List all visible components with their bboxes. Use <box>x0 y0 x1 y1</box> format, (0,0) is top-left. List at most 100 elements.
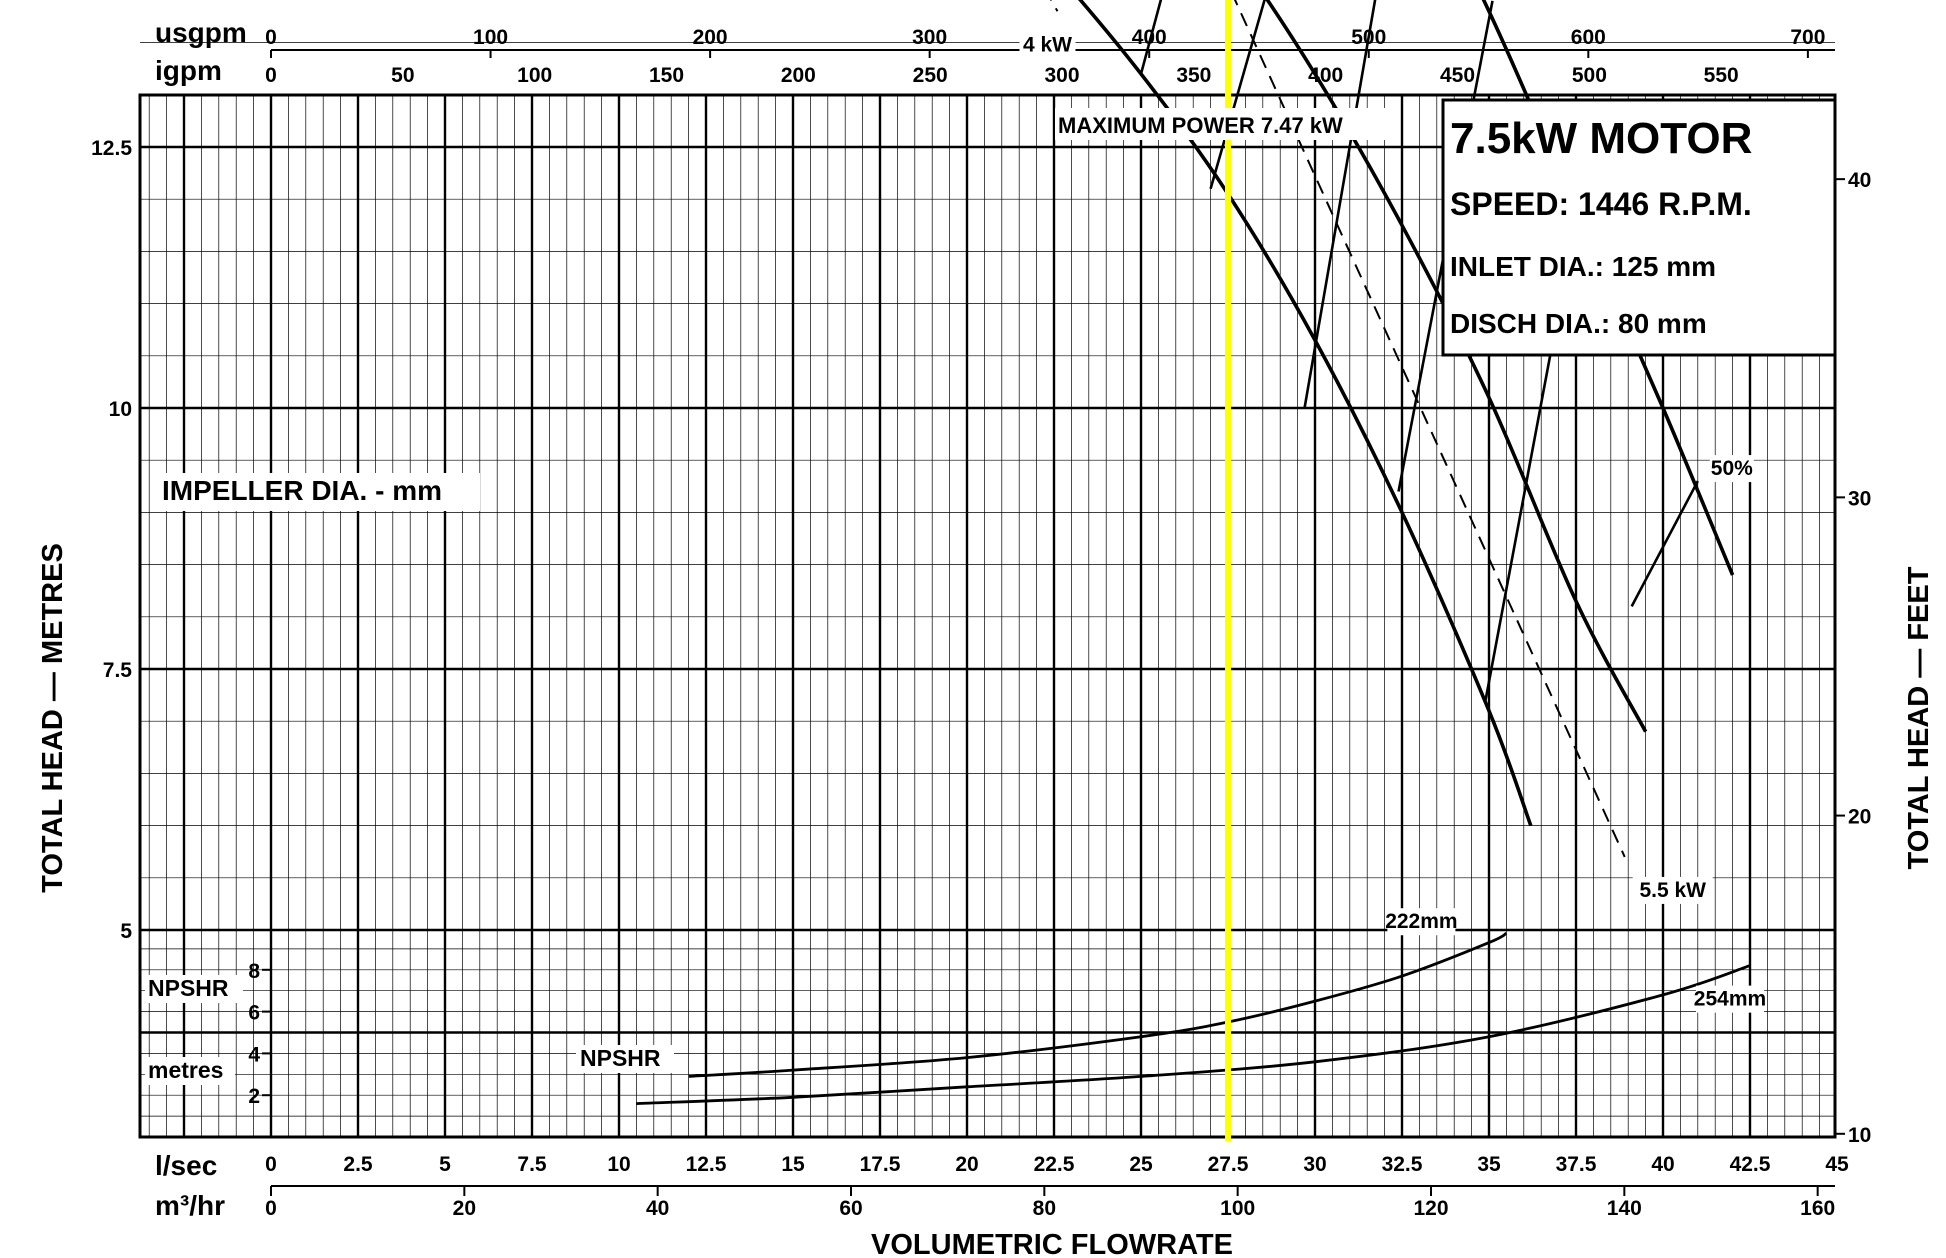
usgpm-tick-label: 0 <box>265 26 277 49</box>
lsec-tick-label: 42.5 <box>1730 1153 1771 1176</box>
lsec-tick-label: 12.5 <box>686 1153 727 1176</box>
m3hr-tick-label: 0 <box>265 1197 277 1220</box>
max-power-label: MAXIMUM POWER 7.47 kW <box>1058 113 1343 138</box>
head-m-tick-label: 5 <box>120 920 132 943</box>
igpm-tick-label: 150 <box>649 64 684 87</box>
lsec-tick-label: 25 <box>1129 1153 1153 1176</box>
npshr-series-label-bg <box>1387 908 1456 936</box>
head-ft-tick-label: 40 <box>1848 169 1871 192</box>
m3hr-unit: m³/hr <box>155 1190 225 1221</box>
lsec-tick-label: 2.5 <box>343 1153 373 1176</box>
info-box: 7.5kW MOTOR SPEED: 1446 R.P.M. INLET DIA… <box>1441 98 1837 357</box>
usgpm-tick-label: 400 <box>1132 26 1167 49</box>
head-ft-tick-label: 30 <box>1848 487 1871 510</box>
usgpm-tick-label: 700 <box>1790 26 1825 49</box>
motor-rating: 7.5kW MOTOR <box>1450 114 1752 163</box>
lsec-tick-label: 27.5 <box>1208 1153 1249 1176</box>
lsec-tick-label: 45 <box>1825 1153 1849 1176</box>
igpm-tick-label: 200 <box>781 64 816 87</box>
lsec-tick-label: 35 <box>1477 1153 1501 1176</box>
lsec-tick-label: 17.5 <box>860 1153 901 1176</box>
max-power-bg <box>1055 108 1390 140</box>
usgpm-unit: usgpm <box>155 17 247 48</box>
igpm-tick-label: 500 <box>1572 64 1607 87</box>
y-axis-title-right: TOTAL HEAD — FEET <box>1903 566 1935 869</box>
igpm-tick-label: 350 <box>1176 64 1211 87</box>
usgpm-tick-label: 600 <box>1571 26 1606 49</box>
usgpm-tick-label: 300 <box>912 26 947 49</box>
efficiency-label: 50% <box>1711 457 1753 480</box>
lsec-tick-label: 37.5 <box>1556 1153 1597 1176</box>
igpm-unit: igpm <box>155 55 222 86</box>
npshr-axis-label-bg <box>145 975 243 1003</box>
head-ft-tick-label: 20 <box>1848 806 1871 829</box>
npshr-unit-bg <box>145 1057 235 1085</box>
npshr-curves <box>636 931 1751 1105</box>
impeller-label-bg <box>158 473 480 511</box>
power-line-label-bg <box>1632 876 1713 904</box>
npshr-tick-label: 2 <box>248 1085 260 1108</box>
head-m-tick-label: 12.5 <box>91 137 132 160</box>
npshr-tick-label: 4 <box>248 1043 260 1066</box>
m3hr-tick-label: 160 <box>1800 1197 1835 1220</box>
discharge-diameter: DISCH DIA.: 80 mm <box>1450 308 1707 339</box>
lsec-tick-label: 7.5 <box>517 1153 547 1176</box>
npshr-tick-label: 6 <box>248 1002 260 1025</box>
impeller-label: IMPELLER DIA. - mm <box>162 475 442 506</box>
igpm-tick-label: 300 <box>1044 64 1079 87</box>
efficiency-line <box>1139 0 1163 75</box>
y-axis-title-left: TOTAL HEAD — METRES <box>37 543 69 893</box>
lsec-tick-label: 10 <box>607 1153 630 1176</box>
npshr-curve <box>636 964 1751 1105</box>
lsec-unit: l/sec <box>155 1150 217 1181</box>
lsec-tick-label: 15 <box>781 1153 805 1176</box>
power-line-label-bg <box>1019 31 1076 59</box>
m3hr-tick-label: 80 <box>1033 1197 1056 1220</box>
lsec-tick-label: 0 <box>265 1153 277 1176</box>
m3hr-tick-label: 40 <box>646 1197 669 1220</box>
usgpm-tick-label: 200 <box>693 26 728 49</box>
igpm-tick-label: 0 <box>265 64 277 87</box>
info-box-frame <box>1441 98 1837 357</box>
npshr-series-label: 222mm <box>1385 910 1457 933</box>
lsec-tick-label: 5 <box>439 1153 451 1176</box>
lsec-tick-label: 20 <box>955 1153 978 1176</box>
npshr-curve-label-bg <box>576 1045 674 1073</box>
npshr-curve <box>688 931 1508 1078</box>
operating-point-lines <box>1225 0 1231 1141</box>
power-line-label: 5.5 kW <box>1639 879 1706 902</box>
lsec-tick-label: 40 <box>1651 1153 1674 1176</box>
npshr-tick-label: 8 <box>248 960 260 983</box>
npshr-curve-label: NPSHR <box>580 1045 661 1071</box>
m3hr-tick-label: 60 <box>839 1197 862 1220</box>
plot-frame <box>138 93 1837 1139</box>
igpm-tick-label: 550 <box>1704 64 1739 87</box>
m3hr-tick-label: 120 <box>1413 1197 1448 1220</box>
npshr-unit-label: metres <box>148 1057 223 1083</box>
lsec-tick-label: 32.5 <box>1382 1153 1423 1176</box>
m3hr-tick-label: 100 <box>1220 1197 1255 1220</box>
head-ft-tick-label: 10 <box>1848 1124 1871 1147</box>
efficiency-line <box>1630 480 1699 607</box>
lsec-tick-label: 22.5 <box>1034 1153 1075 1176</box>
usgpm-tick-label: 100 <box>473 26 508 49</box>
minor-grid <box>140 42 1835 1137</box>
igpm-tick-label: 400 <box>1308 64 1343 87</box>
npshr-axis-label: NPSHR <box>148 975 229 1001</box>
speed-label: SPEED: 1446 R.P.M. <box>1450 186 1752 222</box>
igpm-tick-label: 250 <box>913 64 948 87</box>
power-line-label: 4 kW <box>1023 33 1072 56</box>
head-m-tick-label: 10 <box>109 398 132 421</box>
efficiency-label-bg <box>1709 455 1754 483</box>
npshr-series-label-bg <box>1696 985 1764 1013</box>
m3hr-tick-label: 140 <box>1607 1197 1642 1220</box>
x-axis-title: VOLUMETRIC FLOWRATE <box>871 1229 1233 1258</box>
igpm-tick-label: 100 <box>517 64 552 87</box>
npshr-series-label: 254mm <box>1694 988 1766 1011</box>
lsec-tick-label: 30 <box>1303 1153 1326 1176</box>
igpm-tick-label: 50 <box>391 64 414 87</box>
m3hr-tick-label: 20 <box>453 1197 476 1220</box>
efficiency-label-bg <box>1504 0 1549 2</box>
head-m-tick-label: 7.5 <box>103 659 133 682</box>
